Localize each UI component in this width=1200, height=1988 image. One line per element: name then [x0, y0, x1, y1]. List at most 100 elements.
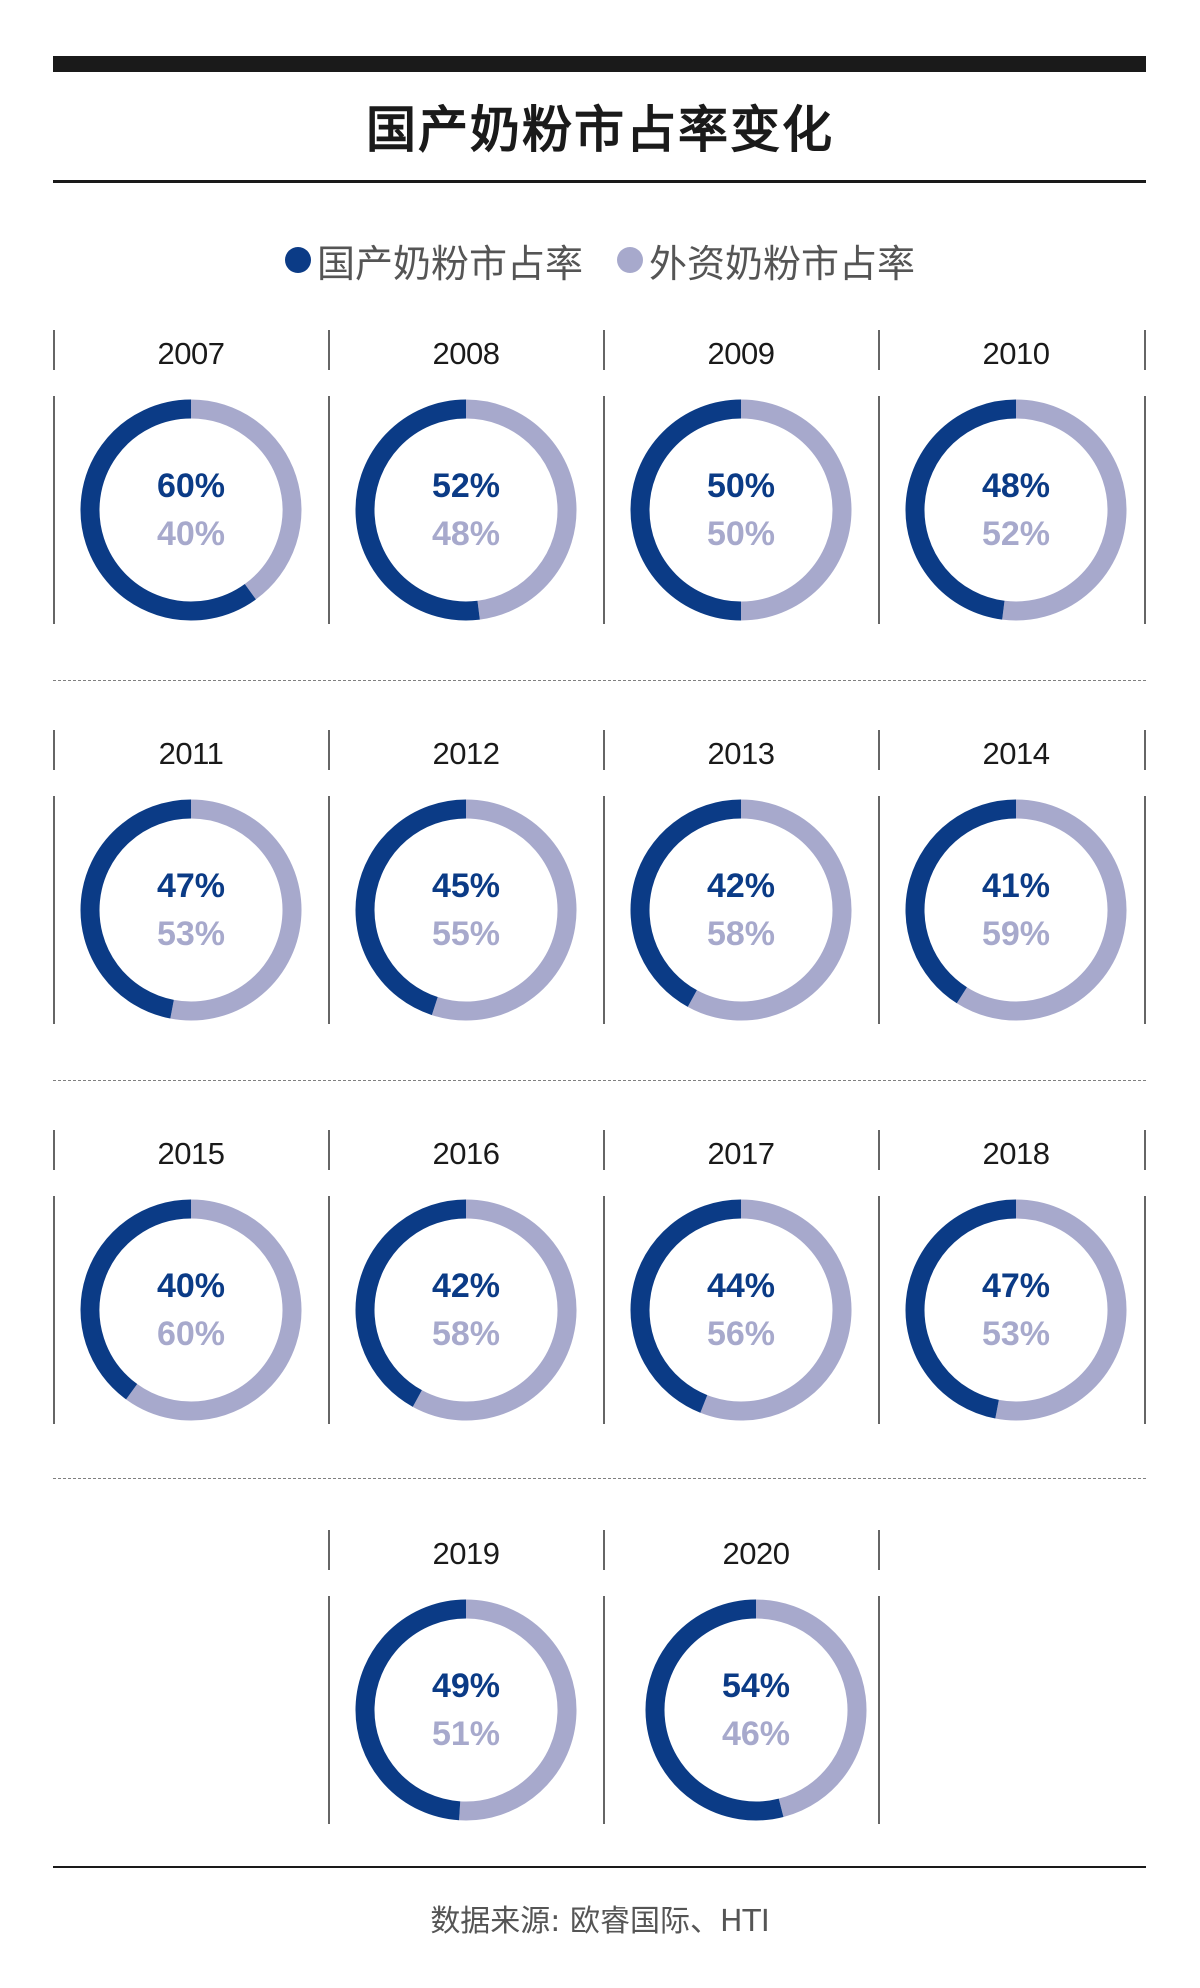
legend-item-domestic: 国产奶粉市占率: [284, 233, 583, 288]
data-label-foreign: 58%: [706, 915, 776, 953]
column-divider: [328, 1530, 330, 1570]
donut-arc-domestic: [645, 1599, 784, 1821]
year-label: 2008: [432, 336, 500, 371]
data-label-foreign: 50%: [706, 515, 776, 553]
donut-arc-foreign: [459, 1599, 577, 1821]
column-divider: [1144, 396, 1146, 624]
year-label: 2013: [707, 736, 775, 771]
donut-arc-domestic: [355, 799, 467, 1016]
donut-arc-foreign: [740, 399, 852, 621]
row-divider: [53, 1080, 1146, 1081]
data-label-foreign: 59%: [981, 915, 1051, 953]
data-label-domestic: 42%: [706, 867, 776, 905]
donut-arc-domestic: [80, 799, 192, 1019]
data-label-foreign: 53%: [156, 915, 226, 953]
data-label-domestic: 60%: [156, 467, 226, 505]
column-divider: [328, 796, 330, 1024]
donut-arc-foreign: [190, 399, 302, 600]
data-label-domestic: 50%: [706, 467, 776, 505]
data-label-domestic: 44%: [706, 1267, 776, 1305]
column-divider: [328, 730, 330, 770]
data-label-foreign: 52%: [981, 515, 1051, 553]
donut-arc-domestic: [80, 1199, 192, 1400]
donut-arc-domestic: [355, 1199, 467, 1407]
data-label-domestic: 54%: [721, 1667, 791, 1705]
donut-arc-domestic: [80, 399, 256, 621]
column-divider: [1144, 1196, 1146, 1424]
year-label: 2018: [982, 1136, 1050, 1171]
data-label-domestic: 48%: [981, 467, 1051, 505]
data-label-domestic: 41%: [981, 867, 1051, 905]
top-rule: [53, 56, 1146, 72]
legend: 国产奶粉市占率 外资奶粉市占率: [0, 230, 1200, 290]
year-label: 2012: [432, 736, 500, 771]
donut-arc-foreign: [956, 799, 1127, 1021]
donut-arc-domestic: [905, 799, 1017, 1004]
column-divider: [878, 1130, 880, 1170]
column-divider: [603, 1130, 605, 1170]
year-label: 2015: [157, 1136, 225, 1171]
year-label: 2010: [982, 336, 1050, 371]
data-label-foreign: 60%: [156, 1315, 226, 1353]
donut-arc-domestic: [905, 399, 1017, 620]
donut-arc-domestic: [905, 1199, 1017, 1419]
legend-swatch-domestic: [284, 247, 311, 273]
row-divider: [53, 1478, 1146, 1479]
year-label: 2017: [707, 1136, 775, 1171]
donut-arc-foreign: [755, 1599, 867, 1818]
column-divider: [1144, 1130, 1146, 1170]
column-divider: [878, 730, 880, 770]
data-label-domestic: 47%: [156, 867, 226, 905]
year-label: 2019: [432, 1536, 500, 1571]
data-label-domestic: 52%: [431, 467, 501, 505]
column-divider: [878, 1196, 880, 1424]
source-note: 数据来源: 欧睿国际、HTI: [430, 1904, 770, 1939]
column-divider: [328, 396, 330, 624]
legend-swatch-foreign: [617, 247, 643, 273]
column-divider: [328, 1130, 330, 1170]
legend-label-domestic: 国产奶粉市占率: [316, 241, 583, 286]
data-label-domestic: 42%: [431, 1267, 501, 1305]
donut-arc-foreign: [687, 799, 852, 1021]
column-divider: [328, 1196, 330, 1424]
data-label-domestic: 45%: [431, 867, 501, 905]
column-divider: [1144, 796, 1146, 1024]
column-divider: [878, 796, 880, 1024]
year-label: 2016: [432, 1136, 500, 1171]
data-label-domestic: 47%: [981, 1267, 1051, 1305]
column-divider: [53, 396, 55, 624]
column-divider: [603, 1530, 605, 1570]
data-label-foreign: 40%: [156, 515, 226, 553]
data-label-foreign: 56%: [706, 1315, 776, 1353]
data-label-foreign: 53%: [981, 1315, 1051, 1353]
column-divider: [328, 330, 330, 370]
year-label: 2007: [157, 336, 225, 371]
column-divider: [603, 796, 605, 1024]
data-label-foreign: 48%: [431, 515, 501, 553]
donut-arc-foreign: [431, 799, 577, 1021]
column-divider: [328, 1596, 330, 1824]
data-label-foreign: 55%: [431, 915, 501, 953]
year-label: 2009: [707, 336, 775, 371]
year-label: 2014: [982, 736, 1050, 771]
data-label-foreign: 58%: [431, 1315, 501, 1353]
donut-arc-domestic: [355, 1599, 467, 1821]
data-label-domestic: 40%: [156, 1267, 226, 1305]
donut-arc-domestic: [630, 799, 742, 1007]
column-divider: [878, 396, 880, 624]
legend-label-foreign: 外资奶粉市占率: [649, 241, 916, 286]
column-divider: [603, 1596, 605, 1824]
column-divider: [53, 796, 55, 1024]
column-divider: [603, 1196, 605, 1424]
column-divider: [878, 330, 880, 370]
column-divider: [53, 330, 55, 370]
data-label-foreign: 46%: [721, 1715, 791, 1753]
column-divider: [603, 730, 605, 770]
legend-item-foreign: 外资奶粉市占率: [617, 233, 915, 288]
donut-arc-foreign: [1002, 399, 1127, 621]
column-divider: [53, 730, 55, 770]
data-label-foreign: 51%: [431, 1715, 501, 1753]
column-divider: [1144, 730, 1146, 770]
donut-arc-foreign: [465, 399, 577, 620]
